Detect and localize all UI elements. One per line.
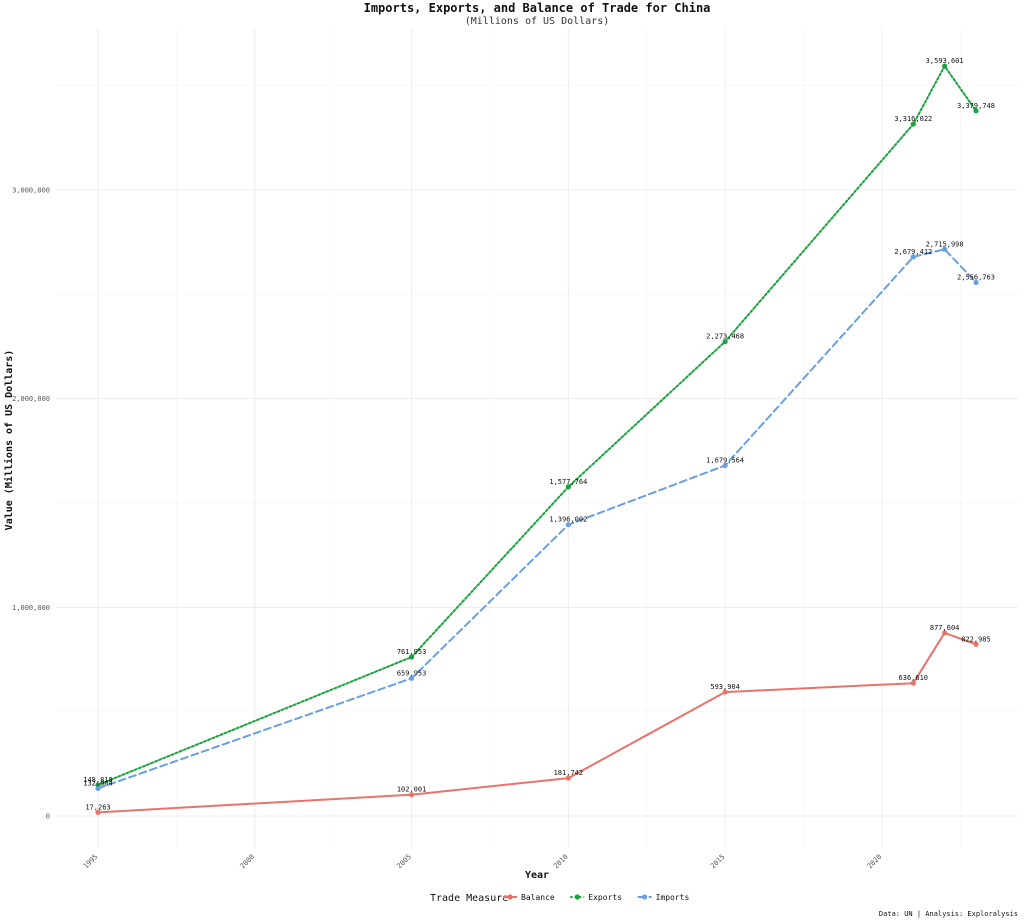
point-balance	[95, 809, 101, 815]
data-label-imports: 132,084	[83, 779, 113, 787]
point-exports	[565, 484, 571, 490]
point-exports	[910, 121, 916, 127]
data-label-imports: 659,953	[397, 669, 427, 677]
data-label-exports: 148,818	[83, 776, 113, 784]
data-label-exports: 3,316,022	[894, 115, 932, 123]
point-balance	[722, 689, 728, 695]
series-lines	[97, 65, 977, 814]
data-label-imports: 1,679,564	[706, 457, 744, 465]
point-imports	[910, 254, 916, 260]
x-tick-label: 2020	[866, 853, 884, 871]
data-label-balance: 17,263	[85, 803, 110, 811]
point-imports	[942, 246, 948, 252]
data-label-exports: 2,273,468	[706, 333, 744, 341]
point-imports	[408, 675, 415, 681]
point-imports	[722, 462, 728, 469]
data-label-imports: 1,396,002	[549, 516, 587, 524]
point-exports	[973, 108, 979, 114]
point-balance	[565, 775, 571, 781]
point-imports	[973, 279, 979, 286]
data-label-balance: 877,604	[930, 624, 960, 632]
point-exports	[408, 654, 415, 660]
data-label-imports: 2,715,998	[926, 240, 964, 248]
x-tick-label: 2005	[395, 853, 413, 871]
data-label-imports: 2,679,412	[894, 248, 932, 256]
data-label-imports: 2,556,763	[957, 273, 995, 281]
point-imports	[95, 785, 101, 792]
plot-grid	[56, 28, 1018, 848]
data-label-exports: 3,379,748	[957, 102, 995, 110]
y-tick-label: 1,000,000	[12, 604, 50, 612]
chart-caption: Data: UN | Analysis: Exploralysis	[879, 910, 1018, 918]
point-balance	[910, 680, 916, 686]
series-line-balance	[97, 631, 977, 814]
legend-title: Trade Measure	[430, 893, 508, 904]
y-axis-ticks: 0 1,000,000 2,000,000 3,000,000	[12, 187, 50, 821]
data-label-exports: 1,577,764	[549, 478, 587, 486]
legend-key-point-balance	[507, 894, 513, 900]
point-exports	[722, 339, 728, 345]
legend-label-imports: Imports	[656, 893, 690, 902]
x-tick-label: 2010	[552, 853, 570, 871]
data-label-balance: 102,001	[397, 786, 427, 794]
x-axis-title: Year	[525, 870, 549, 881]
point-balance	[408, 792, 415, 798]
y-tick-label: 3,000,000	[12, 187, 50, 195]
data-label-balance: 822,985	[961, 635, 991, 643]
data-label-balance: 181,742	[554, 769, 584, 777]
point-balance	[973, 641, 979, 647]
series-points	[95, 63, 979, 815]
y-axis-title: Value (Millions of US Dollars)	[3, 350, 15, 531]
x-tick-label: 1995	[82, 853, 100, 871]
point-imports	[565, 522, 571, 528]
series-line-imports	[97, 248, 977, 790]
x-axis-ticks: 1995 2000 2005 2010 2015 2020	[82, 853, 884, 871]
x-tick-label: 2015	[709, 853, 727, 871]
y-tick-label: 0	[46, 813, 50, 821]
series-line-exports	[97, 65, 977, 786]
data-labels: 17,263 102,001 181,742 593,904 636,610 877,60…	[83, 57, 995, 811]
x-tick-label: 2000	[239, 853, 257, 871]
data-label-exports: 761,953	[397, 648, 427, 656]
chart-subtitle: (Millions of US Dollars)	[465, 16, 610, 27]
point-balance	[942, 630, 948, 636]
data-label-exports: 3,593,601	[926, 57, 964, 65]
legend-key-point-exports	[574, 894, 580, 900]
y-tick-label: 2,000,000	[12, 395, 50, 403]
legend-label-exports: Exports	[588, 893, 622, 902]
data-label-balance: 593,904	[710, 683, 740, 691]
point-exports	[942, 63, 948, 69]
data-label-balance: 636,610	[899, 674, 929, 682]
legend-label-balance: Balance	[521, 893, 555, 902]
legend-key-point-imports	[642, 894, 648, 900]
legend: Trade Measure Balance Exports Imports	[430, 893, 689, 904]
chart-title: Imports, Exports, and Balance of Trade f…	[364, 1, 711, 15]
